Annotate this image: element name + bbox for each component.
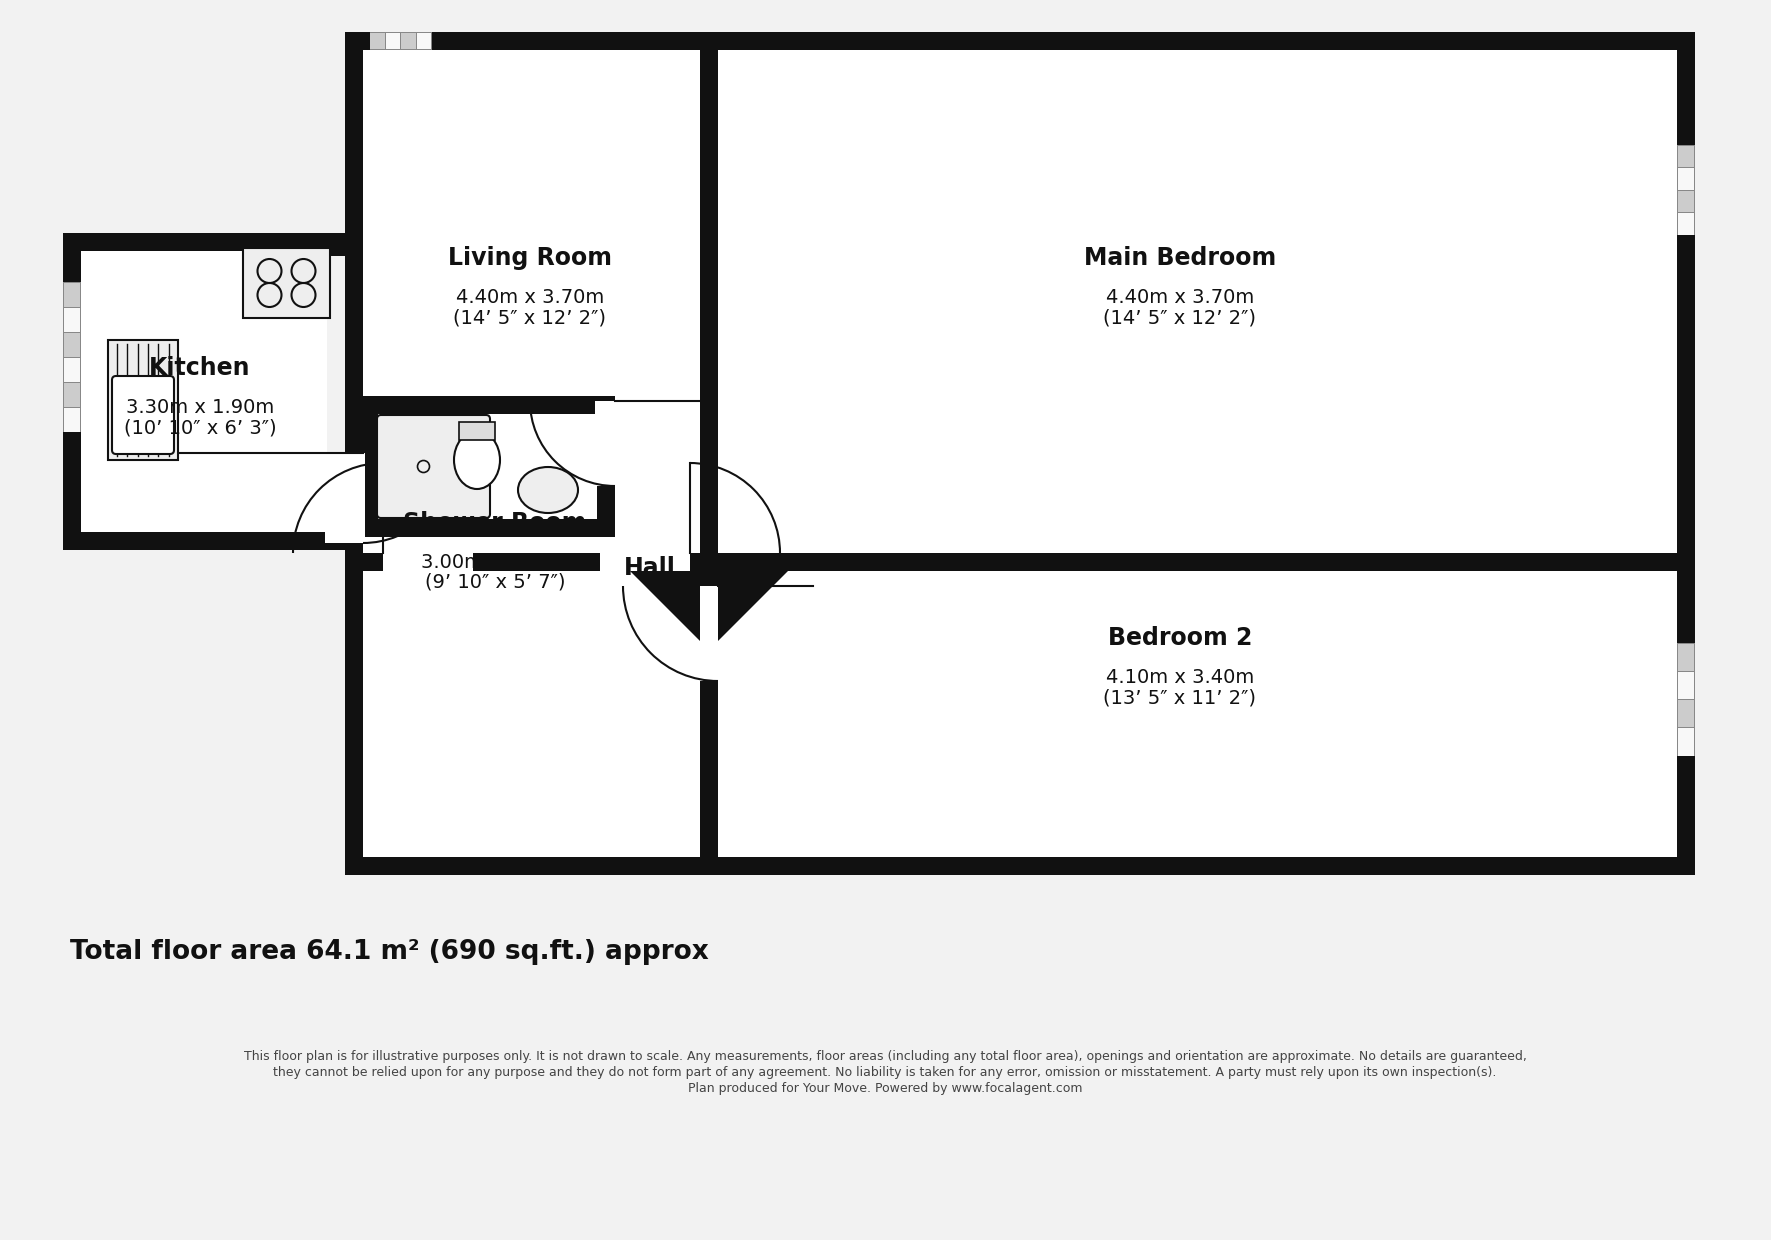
Bar [328,233,345,255]
Bar [64,332,80,357]
Bar [416,33,432,50]
Polygon shape [717,570,788,641]
Bar [1677,145,1695,167]
Text: 3.30m x 1.90m: 3.30m x 1.90m [126,398,275,417]
Bar [402,33,416,50]
Polygon shape [630,570,700,641]
Bar [1677,32,1695,875]
Bar [243,248,329,317]
Text: 4.40m x 3.70m: 4.40m x 3.70m [1105,288,1254,308]
Bar [360,396,615,414]
Text: (10’ 10″ x 6’ 3″): (10’ 10″ x 6’ 3″) [124,418,276,436]
Bar [595,401,616,486]
Bar [1677,672,1695,699]
Text: (13’ 5″ x 11’ 2″): (13’ 5″ x 11’ 2″) [1103,688,1256,707]
Text: Main Bedroom: Main Bedroom [1084,246,1277,270]
Bar [64,532,345,551]
Bar [363,553,1677,570]
Bar [345,453,365,543]
Bar [360,396,377,537]
Bar [370,33,384,50]
Bar [64,233,81,551]
Ellipse shape [517,467,577,513]
Bar [345,32,1695,50]
Bar [1677,728,1695,755]
Bar [243,248,329,317]
Bar [1677,191,1695,212]
Bar [700,570,717,857]
Bar [64,357,80,382]
Bar [108,340,179,460]
Text: This floor plan is for illustrative purposes only. It is not drawn to scale. Any: This floor plan is for illustrative purp… [244,1050,1527,1063]
Text: 4.10m x 3.40m: 4.10m x 3.40m [1105,668,1254,687]
Bar [700,50,717,553]
Text: Living Room: Living Room [448,246,613,270]
Bar [328,532,345,551]
Bar [345,32,363,875]
Bar [597,396,615,537]
Bar [345,857,1695,875]
Ellipse shape [453,432,499,489]
Text: (14’ 5″ x 12’ 2″): (14’ 5″ x 12’ 2″) [453,308,606,327]
Bar [1677,145,1695,236]
Bar [595,401,616,486]
Bar [377,414,597,520]
Bar [1677,213,1695,234]
Bar [363,570,700,857]
Text: Shower Room: Shower Room [404,511,586,534]
Text: they cannot be relied upon for any purpose and they do not form part of any agre: they cannot be relied upon for any purpo… [273,1066,1496,1079]
Bar [64,408,80,432]
Text: 3.00m x 1.70m: 3.00m x 1.70m [421,553,568,572]
Bar [64,281,81,432]
Text: Total floor area 64.1 m² (690 sq.ft.) approx: Total floor area 64.1 m² (690 sq.ft.) ap… [71,939,708,965]
Text: 4.40m x 3.70m: 4.40m x 3.70m [455,288,604,308]
Bar [698,587,721,681]
Bar [81,250,328,532]
Bar [381,419,485,515]
Bar [1677,644,1695,671]
Bar [1677,167,1695,190]
FancyBboxPatch shape [112,376,174,454]
Text: (14’ 5″ x 12’ 2″): (14’ 5″ x 12’ 2″) [1103,308,1256,327]
Bar [108,340,179,460]
Text: Hall: Hall [623,556,677,580]
Bar [1677,701,1695,727]
Bar [64,382,80,407]
Bar [717,570,1677,857]
Bar [326,453,347,543]
Bar [363,50,700,553]
Bar [386,33,400,50]
Bar [64,233,345,250]
Bar [717,50,1677,553]
Bar [600,551,691,573]
Bar [370,32,432,50]
Bar [383,551,473,573]
Text: (9’ 10″ x 5’ 7″): (9’ 10″ x 5’ 7″) [425,573,565,591]
Bar [360,520,615,537]
Bar [459,422,496,440]
Text: Kitchen: Kitchen [149,356,251,379]
Bar [64,308,80,331]
FancyBboxPatch shape [377,415,491,518]
Text: Bedroom 2: Bedroom 2 [1109,626,1252,650]
Bar [64,283,80,306]
Text: Plan produced for Your Move. Powered by www.focalagent.com: Plan produced for Your Move. Powered by … [687,1083,1082,1095]
Bar [1677,644,1695,756]
